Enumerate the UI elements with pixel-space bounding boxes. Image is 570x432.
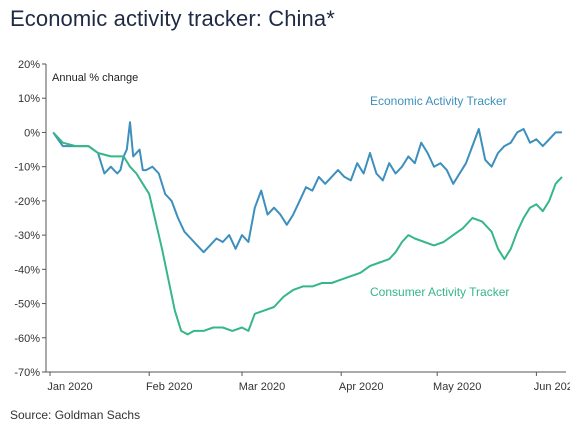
series-label-economic: Economic Activity Tracker — [370, 94, 507, 108]
y-tick-label: -70% — [14, 367, 40, 379]
series-label-consumer: Consumer Activity Tracker — [370, 285, 509, 299]
x-tick-label: Feb 2020 — [146, 381, 192, 393]
series-line-consumer-activity — [52, 131, 563, 336]
y-tick-label: 10% — [18, 93, 40, 105]
x-tick-label: Mar 2020 — [239, 381, 285, 393]
y-tick-label: -30% — [14, 230, 40, 242]
y-tick-label: 20% — [18, 59, 40, 71]
y-axis-unit-label: Annual % change — [52, 72, 138, 84]
series-line-economic-activity — [52, 121, 562, 254]
chart-title: Economic activity tracker: China* — [10, 6, 335, 31]
y-tick-label: -60% — [14, 333, 40, 345]
x-tick-label: Jan 2020 — [47, 381, 92, 393]
y-tick-label: -10% — [14, 162, 40, 174]
x-tick-label: May 2020 — [433, 381, 481, 393]
y-tick-label: -40% — [14, 264, 40, 276]
x-tick-label: Jun 2020 — [534, 381, 570, 393]
y-tick-label: -50% — [14, 299, 40, 311]
source-note: Source: Goldman Sachs — [10, 408, 141, 422]
x-ticks: Jan 2020 Feb 2020 Mar 2020 Apr 2020 May 2020… — [47, 372, 570, 393]
y-ticks: 20% 10% 0% -10% -20% -30% -40% -50% -60% -70% — [14, 59, 46, 379]
y-tick-label: 0% — [24, 127, 40, 139]
series-lines — [52, 121, 563, 336]
y-tick-label: -20% — [14, 196, 40, 208]
x-tick-label: Apr 2020 — [339, 381, 384, 393]
